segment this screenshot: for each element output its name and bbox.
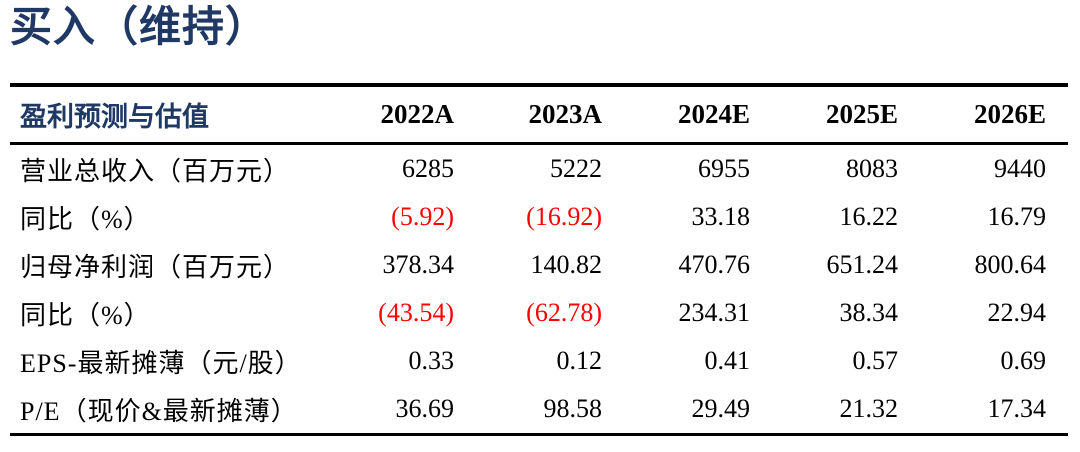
metric-value: 8083 [846,154,898,183]
metric-value: 140.82 [530,250,603,279]
metric-label: 同比（%） [20,204,151,234]
metric-value: 16.79 [987,202,1047,231]
metric-value: 651.24 [826,250,899,279]
table-row-net-profit: 归母净利润（百万元） 378.34 140.82 470.76 651.24 8… [10,241,1068,289]
table-row-net-profit-yoy: 同比（%） (43.54) (62.78) 234.31 38.34 22.94 [10,289,1068,337]
metric-label: EPS-最新摊薄（元/股） [20,348,302,378]
metric-value-negative: (16.92) [526,202,602,231]
metric-value: 33.18 [691,202,751,231]
metric-value: 6285 [402,154,454,183]
metric-value-negative: (43.54) [378,298,454,327]
metric-value: 5222 [550,154,602,183]
metric-value: 9440 [994,154,1046,183]
metric-label: 归母净利润（百万元） [20,252,291,282]
table-title: 盈利预测与估值 [10,85,328,145]
metric-value: 0.69 [1000,346,1047,375]
metric-value-negative: (62.78) [526,298,602,327]
metric-value: 22.94 [987,298,1047,327]
column-header-2023a: 2023A [476,85,624,145]
metric-label: 营业总收入（百万元） [20,156,291,186]
metric-label: 同比（%） [20,300,151,330]
metric-label: P/E（现价&最新摊薄） [20,396,298,426]
metric-value: 36.69 [395,394,455,423]
metric-value: 0.57 [852,346,899,375]
metric-value: 16.22 [839,202,899,231]
metric-value: 38.34 [839,298,899,327]
metric-value: 6955 [698,154,750,183]
metric-value: 29.49 [691,394,751,423]
column-header-2024e: 2024E [624,85,772,145]
metric-value: 0.41 [704,346,751,375]
metric-value: 800.64 [974,250,1047,279]
metric-value-negative: (5.92) [391,202,454,231]
metric-value: 234.31 [678,298,751,327]
column-header-2025e: 2025E [772,85,920,145]
table-row-eps: EPS-最新摊薄（元/股） 0.33 0.12 0.41 0.57 0.69 [10,337,1068,385]
metric-value: 98.58 [543,394,603,423]
rating-title: 买入（维持） [10,5,269,51]
column-header-2026e: 2026E [920,85,1068,145]
table-row-pe: P/E（现价&最新摊薄） 36.69 98.58 29.49 21.32 17.… [10,385,1068,435]
metric-value: 21.32 [839,394,899,423]
table-row-revenue: 营业总收入（百万元） 6285 5222 6955 8083 9440 [10,144,1068,194]
table-row-revenue-yoy: 同比（%） (5.92) (16.92) 33.18 16.22 16.79 [10,193,1068,241]
table-header-row: 盈利预测与估值 2022A 2023A 2024E 2025E 2026E [10,85,1068,145]
metric-value: 0.12 [556,346,603,375]
metric-value: 0.33 [408,346,455,375]
column-header-2022a: 2022A [328,85,476,145]
metric-value: 470.76 [678,250,751,279]
metric-value: 378.34 [382,250,455,279]
metric-value: 17.34 [987,394,1047,423]
forecast-valuation-table: 盈利预测与估值 2022A 2023A 2024E 2025E 2026E 营业… [10,83,1068,436]
